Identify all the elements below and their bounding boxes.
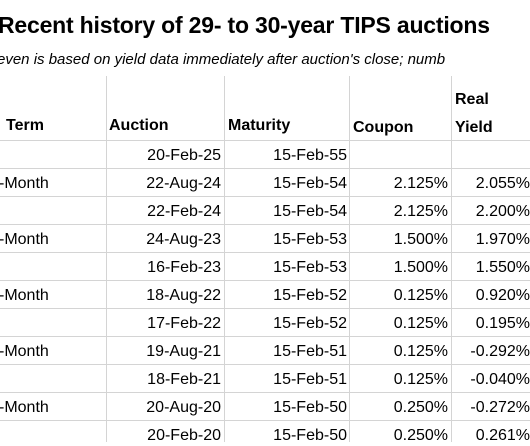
cell-maturity: 15-Feb-55 — [273, 147, 347, 164]
cell-maturity: 15-Feb-52 — [273, 315, 347, 332]
column-divider — [349, 76, 350, 442]
column-divider — [224, 76, 225, 442]
row-divider — [0, 196, 530, 197]
table-row: -Month 18-Aug-22 15-Feb-52 0.125% 0.920% — [0, 286, 530, 306]
column-divider — [106, 76, 107, 442]
table-row: 22-Feb-24 15-Feb-54 2.125% 2.200% — [0, 202, 530, 222]
cell-coupon: 1.500% — [393, 259, 448, 276]
cell-auction: 22-Aug-24 — [146, 175, 221, 192]
cell-coupon: 0.125% — [393, 287, 448, 304]
cell-auction: 18-Aug-22 — [146, 287, 221, 304]
cell-real-yield: -0.040% — [470, 371, 530, 388]
cell-coupon: 0.250% — [393, 399, 448, 416]
cell-maturity: 15-Feb-51 — [273, 371, 347, 388]
cell-auction: 16-Feb-23 — [147, 259, 221, 276]
cell-term: -Month — [0, 231, 49, 248]
row-divider — [0, 308, 530, 309]
cell-auction: 19-Aug-21 — [146, 343, 221, 360]
row-divider — [0, 392, 530, 393]
cell-maturity: 15-Feb-54 — [273, 203, 347, 220]
cell-coupon: 1.500% — [393, 231, 448, 248]
table-row: -Month 19-Aug-21 15-Feb-51 0.125% -0.292% — [0, 342, 530, 362]
cell-auction: 18-Feb-21 — [147, 371, 221, 388]
page-title: Recent history of 29- to 30-year TIPS au… — [0, 12, 490, 38]
header-term: Term — [6, 117, 44, 134]
cell-maturity: 15-Feb-53 — [273, 259, 347, 276]
header-coupon: Coupon — [353, 119, 414, 136]
cell-real-yield: 0.195% — [475, 315, 530, 332]
cell-term: -Month — [0, 343, 49, 360]
row-divider — [0, 336, 530, 337]
table-row: 17-Feb-22 15-Feb-52 0.125% 0.195% — [0, 314, 530, 334]
row-divider — [0, 168, 530, 169]
page-subtitle: even is based on yield data immediately … — [0, 51, 446, 68]
cell-real-yield: 0.920% — [475, 287, 530, 304]
tips-auction-table: Term Auction Maturity Coupon Real Yield … — [0, 76, 530, 444]
row-divider — [0, 140, 530, 141]
cell-term: -Month — [0, 399, 49, 416]
cell-coupon: 0.125% — [393, 343, 448, 360]
row-divider — [0, 224, 530, 225]
cell-real-yield: 2.200% — [475, 203, 530, 220]
table-row: -Month 20-Aug-20 15-Feb-50 0.250% -0.272% — [0, 398, 530, 418]
cell-auction: 20-Aug-20 — [146, 399, 221, 416]
cell-coupon: 2.125% — [393, 203, 448, 220]
cell-coupon: 2.125% — [393, 175, 448, 192]
table-row: 18-Feb-21 15-Feb-51 0.125% -0.040% — [0, 370, 530, 390]
row-divider — [0, 364, 530, 365]
cell-coupon: 0.125% — [393, 315, 448, 332]
column-divider — [451, 76, 452, 442]
table-row: -Month 24-Aug-23 15-Feb-53 1.500% 1.970% — [0, 230, 530, 250]
cell-maturity: 15-Feb-52 — [273, 287, 347, 304]
cell-auction: 20-Feb-20 — [147, 427, 221, 444]
header-maturity: Maturity — [228, 117, 291, 134]
header-auction: Auction — [109, 117, 169, 134]
header-real-yield-line2: Yield — [455, 119, 493, 136]
cell-maturity: 15-Feb-51 — [273, 343, 347, 360]
cell-real-yield: 2.055% — [475, 175, 530, 192]
cell-auction: 17-Feb-22 — [147, 315, 221, 332]
cell-real-yield: 0.261% — [475, 427, 530, 444]
row-divider — [0, 280, 530, 281]
table-row: 20-Feb-20 15-Feb-50 0.250% 0.261% — [0, 426, 530, 446]
cell-real-yield: -0.272% — [470, 399, 530, 416]
row-divider — [0, 420, 530, 421]
cell-maturity: 15-Feb-50 — [273, 399, 347, 416]
cell-term: -Month — [0, 175, 49, 192]
cell-coupon: 0.125% — [393, 371, 448, 388]
cell-maturity: 15-Feb-50 — [273, 427, 347, 444]
table-row: 16-Feb-23 15-Feb-53 1.500% 1.550% — [0, 258, 530, 278]
cell-auction: 20-Feb-25 — [147, 147, 221, 164]
cell-real-yield: 1.970% — [475, 231, 530, 248]
table-row: 20-Feb-25 15-Feb-55 — [0, 146, 530, 166]
cell-term: -Month — [0, 287, 49, 304]
cell-real-yield: 1.550% — [475, 259, 530, 276]
row-divider — [0, 252, 530, 253]
cell-coupon: 0.250% — [393, 427, 448, 444]
table-row: -Month 22-Aug-24 15-Feb-54 2.125% 2.055% — [0, 174, 530, 194]
cell-maturity: 15-Feb-53 — [273, 231, 347, 248]
cell-auction: 24-Aug-23 — [146, 231, 221, 248]
cell-maturity: 15-Feb-54 — [273, 175, 347, 192]
cell-auction: 22-Feb-24 — [147, 203, 221, 220]
cell-real-yield: -0.292% — [470, 343, 530, 360]
header-real-yield-line1: Real — [455, 91, 489, 108]
